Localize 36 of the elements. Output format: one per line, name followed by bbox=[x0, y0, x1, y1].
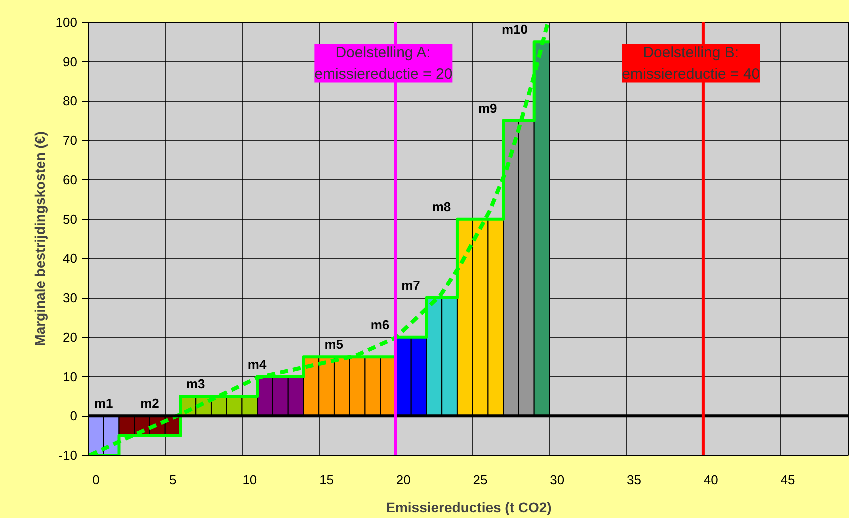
y-tick-label: -10 bbox=[58, 448, 78, 463]
x-tick-label: 35 bbox=[627, 472, 642, 488]
annotation: m6 bbox=[370, 317, 390, 332]
x-tick-label: 30 bbox=[550, 472, 565, 488]
x-tick-label: 25 bbox=[473, 472, 488, 488]
y-tick-label: 60 bbox=[63, 172, 78, 188]
y-tick-label: 10 bbox=[63, 369, 78, 384]
y-tick-label: 100 bbox=[56, 15, 78, 30]
y-tick-label: 30 bbox=[63, 290, 78, 306]
y-tick-label: 0 bbox=[70, 408, 78, 424]
annotation: m2 bbox=[140, 396, 160, 412]
y-axis-title: Marginale bestrijdingskosten (€) bbox=[32, 132, 48, 346]
annotation: m1 bbox=[94, 396, 114, 412]
y-tick-label: 90 bbox=[63, 54, 78, 70]
x-tick-label: 0 bbox=[92, 472, 100, 488]
x-tick-label: 20 bbox=[396, 472, 411, 488]
y-tick-label: 70 bbox=[63, 133, 78, 148]
annotation: m4 bbox=[248, 356, 268, 372]
x-tick-label: 45 bbox=[780, 472, 796, 488]
ref-line-label: Doelstelling A: emissiereductie = 20 bbox=[314, 44, 453, 83]
x-tick-label: 5 bbox=[169, 472, 177, 488]
y-tick-label: 20 bbox=[63, 330, 78, 345]
ref-line-label: Doelstelling B: emissiereductie = 40 bbox=[622, 44, 760, 83]
x-tick-label: 10 bbox=[242, 472, 258, 488]
x-tick-label: 15 bbox=[320, 472, 334, 488]
y-tick-label: 50 bbox=[63, 212, 78, 227]
x-tick-label: 40 bbox=[704, 472, 718, 488]
annotation: m9 bbox=[478, 100, 498, 116]
annotation: m3 bbox=[186, 376, 206, 392]
annotation: m7 bbox=[402, 278, 420, 294]
y-tick-label: 40 bbox=[63, 251, 78, 266]
annotation: m8 bbox=[432, 199, 452, 214]
annotation: m5 bbox=[324, 337, 344, 352]
x-axis-title: Emissiereducties (t CO2) bbox=[386, 500, 552, 516]
y-tick-label: 80 bbox=[63, 94, 78, 109]
annotation: m10 bbox=[502, 22, 528, 38]
